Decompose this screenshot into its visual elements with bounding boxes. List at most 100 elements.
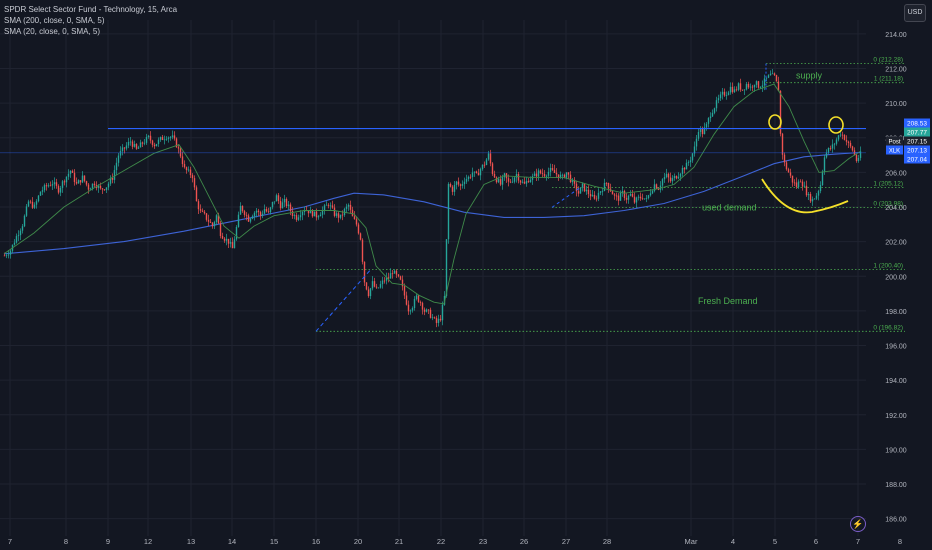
candle-body <box>821 171 824 186</box>
candle-body <box>57 185 60 193</box>
candle-body <box>27 201 30 207</box>
candle <box>733 86 736 93</box>
candle <box>857 154 860 163</box>
candle <box>521 179 524 184</box>
candle-body <box>75 181 78 184</box>
candle-body <box>365 282 368 290</box>
candle-body <box>287 204 290 207</box>
candle <box>231 237 234 249</box>
candle-body <box>215 215 218 223</box>
currency-button[interactable]: USD <box>904 4 926 22</box>
candle-body <box>647 195 650 199</box>
candle <box>691 152 694 163</box>
candle-body <box>823 157 826 172</box>
candle <box>395 269 398 278</box>
indicator-sma-20[interactable]: SMA (20, close, 0, SMA, 5) <box>4 27 101 36</box>
candle-body <box>611 191 614 195</box>
candle <box>9 249 12 259</box>
candle-body <box>197 201 200 210</box>
candle-body <box>425 309 428 312</box>
candle-body <box>241 205 244 212</box>
candle <box>567 172 570 180</box>
candle <box>623 189 626 201</box>
candle <box>851 145 854 152</box>
candle <box>83 175 86 183</box>
candle-body <box>385 277 388 281</box>
candle-body <box>63 181 66 183</box>
candle <box>597 188 600 202</box>
candle <box>51 180 54 190</box>
candle-body <box>445 239 448 296</box>
candle <box>407 300 410 315</box>
candle-body <box>631 193 634 197</box>
candle-body <box>527 181 530 183</box>
candle <box>693 141 696 157</box>
candle-body <box>479 169 482 176</box>
candle <box>777 76 780 91</box>
candle <box>683 166 686 174</box>
chart-grid <box>0 20 866 536</box>
candle <box>149 131 152 144</box>
candle-body <box>573 179 576 184</box>
candle <box>461 180 464 189</box>
candle-body <box>697 132 700 139</box>
lightning-icon[interactable]: ⚡ <box>850 516 866 532</box>
candle <box>723 88 726 97</box>
candle <box>439 315 442 322</box>
candle <box>549 163 552 177</box>
candle-body <box>135 144 138 149</box>
candle <box>489 149 492 167</box>
candle-body <box>501 177 504 185</box>
chart-legend: SPDR Select Sector Fund - Technology, 15… <box>4 4 177 37</box>
indicator-sma-200[interactable]: SMA (200, close, 0, SMA, 5) <box>4 16 105 25</box>
x-tick-label: 9 <box>106 537 110 546</box>
candle-body <box>811 199 814 202</box>
candle-body <box>133 144 136 147</box>
candle-body <box>447 184 450 240</box>
candle-body <box>371 281 374 289</box>
candle <box>307 210 310 218</box>
candle <box>69 170 72 178</box>
candle-body <box>223 238 226 241</box>
candle-body <box>673 175 676 179</box>
candle <box>209 218 212 224</box>
candle <box>139 139 142 148</box>
candle-body <box>653 184 656 191</box>
candle <box>5 253 8 259</box>
symbol-title[interactable]: SPDR Select Sector Fund - Technology, 15… <box>4 5 178 14</box>
candle-body <box>37 195 40 202</box>
price-tag-box <box>904 127 930 137</box>
candle <box>837 134 840 142</box>
candle-body <box>523 181 526 184</box>
candle <box>391 269 394 279</box>
candle-body <box>679 173 682 177</box>
price-tag: 207.13 XLK <box>886 145 930 155</box>
candle <box>441 301 444 326</box>
candle <box>15 233 18 244</box>
candle-body <box>757 81 760 88</box>
candle <box>325 201 328 206</box>
candle <box>533 171 536 177</box>
x-tick-label: 20 <box>354 537 362 546</box>
candle-body <box>511 181 514 183</box>
candle <box>759 86 762 89</box>
candle <box>201 208 204 213</box>
candle <box>137 145 140 149</box>
candle-body <box>245 214 248 216</box>
y-tick-label: 214.00 <box>885 32 907 39</box>
sma-20-path <box>3 83 861 305</box>
candle-body <box>5 255 8 257</box>
candle <box>743 89 746 96</box>
candle <box>685 159 688 170</box>
candle <box>383 277 386 284</box>
candle-body <box>521 181 524 183</box>
candle <box>61 179 64 193</box>
candle-body <box>249 218 252 222</box>
y-tick-label: 212.00 <box>885 66 907 73</box>
candle <box>73 169 76 186</box>
candle <box>365 282 368 291</box>
candle-body <box>529 179 532 183</box>
candle-body <box>681 167 684 174</box>
candle-body <box>565 172 568 178</box>
